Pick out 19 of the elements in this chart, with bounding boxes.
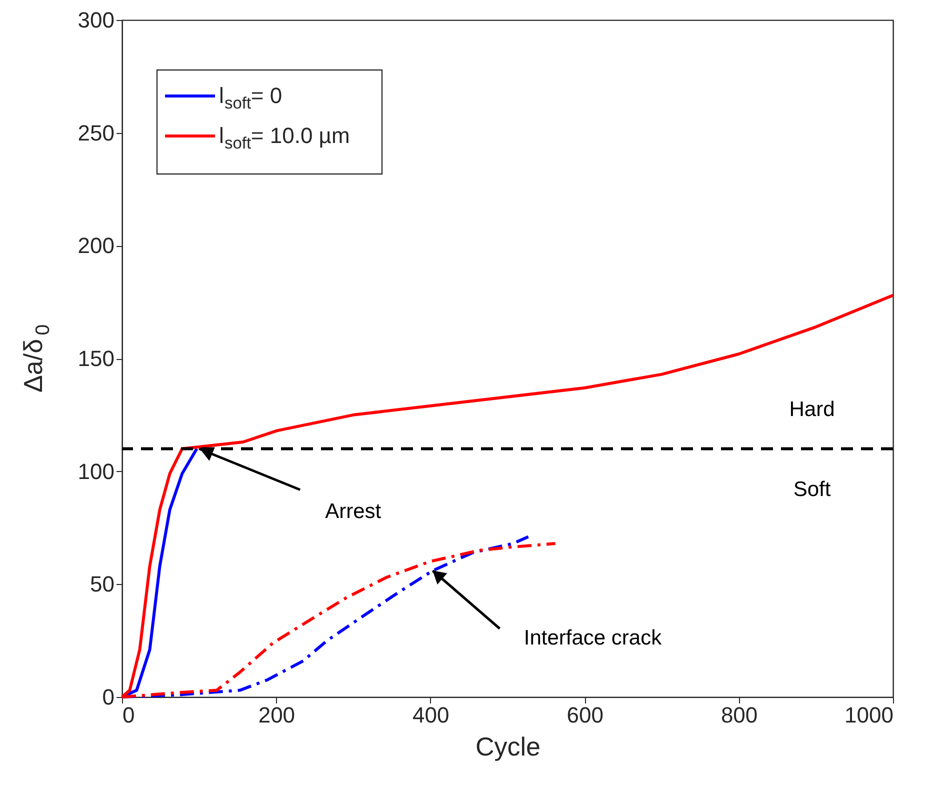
y-tick-label: 100 xyxy=(78,458,114,484)
y-tick-label: 150 xyxy=(78,346,114,371)
y-axis-title: Δa/δ0 xyxy=(18,324,54,392)
x-axis-title: Cycle xyxy=(475,732,541,762)
y-tick-label: 200 xyxy=(78,233,114,258)
x-tick-label: 800 xyxy=(720,702,758,728)
y-tick-label: 0 xyxy=(102,684,114,710)
x-tick-label: 400 xyxy=(412,702,450,728)
annotation: Hard xyxy=(789,398,835,421)
annotation: Interface crack xyxy=(524,626,662,650)
x-tick-label: 1000 xyxy=(844,702,894,728)
x-tick-label: 200 xyxy=(258,702,296,728)
x-tick-label: 0 xyxy=(122,702,135,728)
annotation: Soft xyxy=(793,478,831,501)
x-tick-label: 600 xyxy=(566,702,604,728)
annotation: Arrest xyxy=(325,500,382,523)
y-tick-label: 300 xyxy=(78,8,114,32)
y-tick-label: 50 xyxy=(90,572,114,597)
y-tick-label: 250 xyxy=(78,120,114,146)
